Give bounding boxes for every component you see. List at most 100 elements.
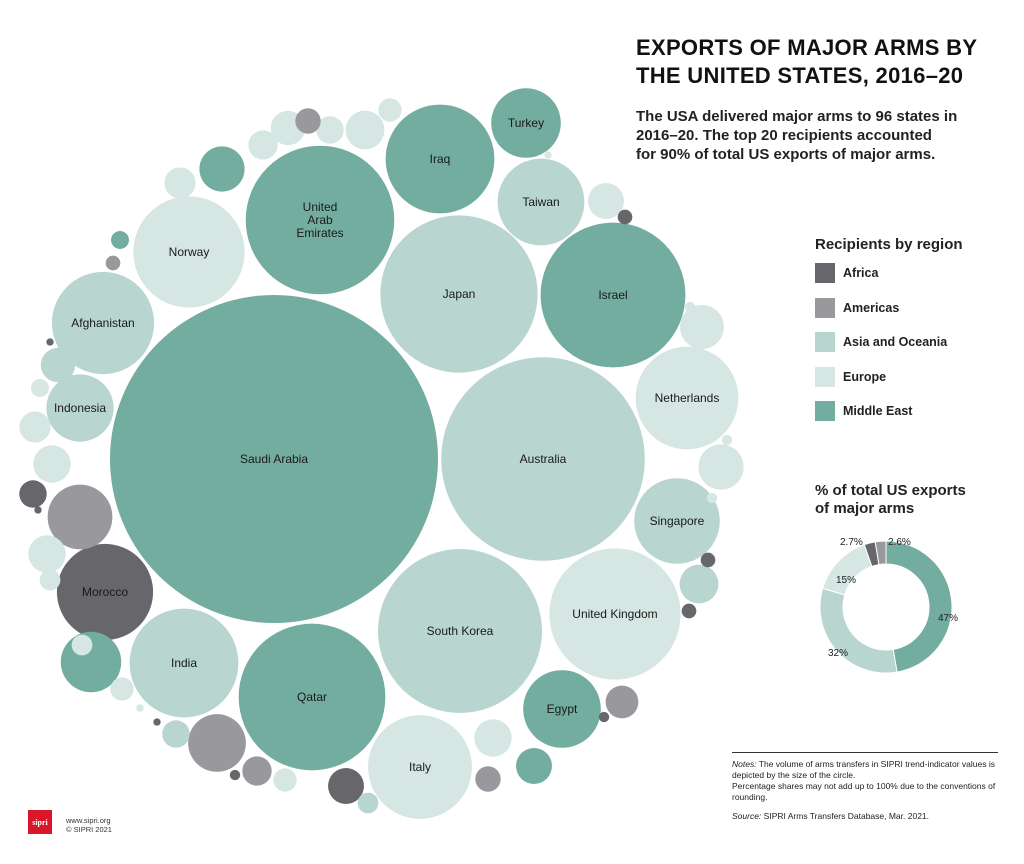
bubble-south-korea <box>378 549 542 713</box>
bubble-unlabelled <box>71 634 93 656</box>
legend-label: Asia and Oceania <box>843 335 948 349</box>
legend-swatch <box>815 401 835 421</box>
bubble-unlabelled <box>544 151 552 159</box>
bubble-unlabelled <box>242 756 272 786</box>
bubble-italy <box>368 715 472 819</box>
donut-label-americas: 2.6% <box>888 537 911 548</box>
legend-item-middle-east: Middle East <box>815 400 912 422</box>
bubble-label-netherlands: Netherlands <box>655 391 720 405</box>
bubble-united-arab-emirates <box>245 145 395 295</box>
notes-label: Notes: <box>732 759 757 769</box>
sipri-logo: sipri <box>28 810 52 834</box>
bubble-taiwan <box>497 158 585 246</box>
bubble-singapore <box>634 478 720 564</box>
bubble-unlabelled <box>162 720 190 748</box>
bubble-label-morocco: Morocco <box>82 585 128 599</box>
donut-slice-asia-and-oceania <box>819 587 898 674</box>
bubble-label-turkey: Turkey <box>508 116 544 130</box>
bubble-unlabelled <box>110 677 134 701</box>
donut-label-africa: 2.7% <box>840 537 863 548</box>
bubble-label-singapore: Singapore <box>650 514 705 528</box>
bubble-unlabelled <box>19 411 51 443</box>
bubble-unlabelled <box>721 434 733 446</box>
bubble-india <box>129 608 239 718</box>
notes-text: Notes: The volume of arms transfers in S… <box>732 759 998 781</box>
bubble-label-south-korea: South Korea <box>427 624 494 638</box>
share-title: % of total US exports of major arms <box>815 482 1005 518</box>
bubble-unlabelled <box>111 231 129 249</box>
legend-swatch <box>815 332 835 352</box>
source-body: SIPRI Arms Transfers Database, Mar. 2021… <box>763 811 930 821</box>
bubble-unlabelled <box>679 304 725 350</box>
bubble-label-united-arab-emirates: Arab <box>307 213 333 227</box>
notes-text-2: Percentage shares may not add up to 100%… <box>732 781 996 802</box>
bubble-unlabelled <box>40 347 76 383</box>
legend-item-europe: Europe <box>815 366 886 388</box>
website-link[interactable]: www.sipri.org <box>66 816 111 825</box>
bubble-unlabelled <box>474 719 512 757</box>
bubble-unlabelled <box>248 130 278 160</box>
bubble-chart: Saudi Arabia Australia South Korea Japan Isr… <box>19 88 744 819</box>
bubble-label-australia: Australia <box>520 452 567 466</box>
bubble-unlabelled <box>105 255 121 271</box>
bubble-label-united-arab-emirates: Emirates <box>296 226 343 240</box>
donut-label-middle-east: 47% <box>938 613 958 624</box>
source-text: Source: SIPRI Arms Transfers Database, M… <box>732 811 998 822</box>
bubble-unlabelled <box>19 480 47 508</box>
legend-swatch <box>815 298 835 318</box>
legend-swatch <box>815 367 835 387</box>
bubble-label-indonesia: Indonesia <box>54 401 106 415</box>
chart-subtitle-line: for 90% of total US exports of major arm… <box>636 146 936 163</box>
legend-title: Recipients by region <box>815 236 963 253</box>
footer: www.sipri.org © SIPRI 2021 <box>66 816 112 834</box>
bubble-unlabelled <box>47 484 113 550</box>
donut-chart: 47% 32% 15% 2.7% 2.6% <box>819 537 958 674</box>
bubble-unlabelled <box>31 379 49 397</box>
donut-slice-middle-east <box>885 540 953 673</box>
bubble-unlabelled <box>328 768 364 804</box>
bubble-unlabelled <box>33 445 71 483</box>
bubble-unlabelled <box>605 685 639 719</box>
bubble-afghanistan <box>51 271 155 375</box>
bubble-qatar <box>238 623 386 771</box>
bubble-israel <box>540 222 686 368</box>
bubble-unlabelled <box>378 98 402 122</box>
chart-title-line: EXPORTS OF MAJOR ARMS BY <box>636 35 978 60</box>
bubble-label-italy: Italy <box>409 760 431 774</box>
legend-item-americas: Americas <box>815 297 899 319</box>
share-title-line: of major arms <box>815 500 915 517</box>
bubble-unlabelled <box>681 603 697 619</box>
bubble-japan <box>380 215 538 373</box>
legend-label: Europe <box>843 370 887 384</box>
bubble-iraq <box>385 104 495 214</box>
bubble-label-japan: Japan <box>443 287 476 301</box>
chart-title-line: THE UNITED STATES, 2016–20 <box>636 63 964 88</box>
donut-label-europe: 15% <box>836 575 856 586</box>
bubble-unlabelled <box>706 492 718 504</box>
bubble-label-taiwan: Taiwan <box>522 195 559 209</box>
bubble-australia <box>441 357 645 561</box>
bubble-label-india: India <box>171 656 197 670</box>
bubble-label-iraq: Iraq <box>430 152 451 166</box>
bubble-unlabelled <box>357 792 379 814</box>
bubble-unlabelled <box>229 769 241 781</box>
bubble-unlabelled <box>588 183 624 219</box>
bubble-norway <box>133 196 245 308</box>
donut-slice-americas <box>874 540 887 566</box>
copyright: © SIPRI 2021 <box>66 825 112 834</box>
bubble-label-norway: Norway <box>169 245 210 259</box>
bubble-unlabelled <box>598 711 610 723</box>
bubble-label-united-kingdom: United Kingdom <box>572 607 657 621</box>
bubble-label-saudi-arabia: Saudi Arabia <box>240 452 308 466</box>
bubble-unlabelled <box>199 146 245 192</box>
bubble-label-israel: Israel <box>598 288 627 302</box>
bubble-label-qatar: Qatar <box>297 690 327 704</box>
legend-item-asia-oceania: Asia and Oceania <box>815 331 947 353</box>
bubble-unlabelled <box>316 116 344 144</box>
notes-body: The volume of arms transfers in SIPRI tr… <box>732 759 995 780</box>
bubble-unlabelled <box>39 569 61 591</box>
share-title-line: % of total US exports <box>815 482 966 499</box>
legend-swatch <box>815 263 835 283</box>
bubble-label-afghanistan: Afghanistan <box>71 316 134 330</box>
bubble-unlabelled <box>34 506 42 514</box>
